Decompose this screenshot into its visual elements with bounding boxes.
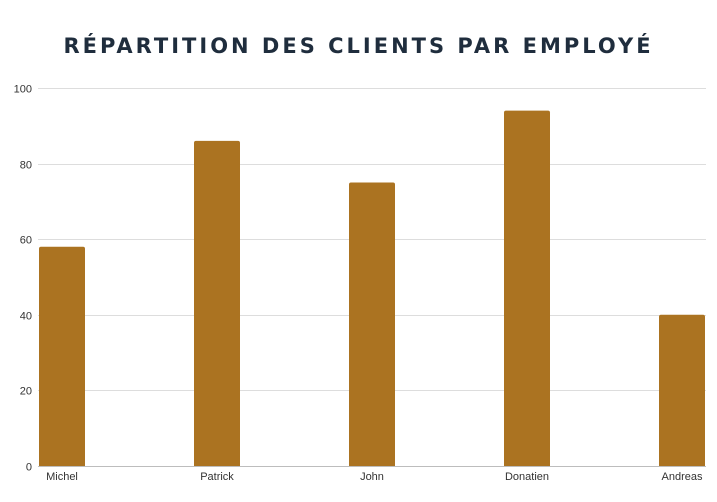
x-tick-label: Patrick	[200, 471, 234, 483]
bar-john[interactable]	[349, 182, 395, 467]
chart-title: RÉPARTITION DES CLIENTS PAR EMPLOYÉ	[63, 34, 654, 58]
x-tick-label: Donatien	[505, 471, 549, 483]
y-tick-label: 60	[20, 235, 32, 247]
bar-andreas[interactable]	[659, 314, 705, 466]
y-tick-label: 100	[14, 84, 32, 96]
y-tick-label: 0	[26, 462, 32, 474]
y-tick-label: 40	[20, 311, 32, 323]
bar-donatien[interactable]	[504, 110, 550, 467]
x-tick-label: Michel	[46, 471, 78, 483]
bar-michel[interactable]	[39, 246, 85, 466]
x-tick-label: John	[360, 471, 384, 483]
x-tick-label: Andreas	[662, 471, 703, 483]
y-tick-label: 80	[20, 160, 32, 172]
bar-patrick[interactable]	[194, 140, 240, 467]
y-tick-label: 20	[20, 386, 32, 398]
